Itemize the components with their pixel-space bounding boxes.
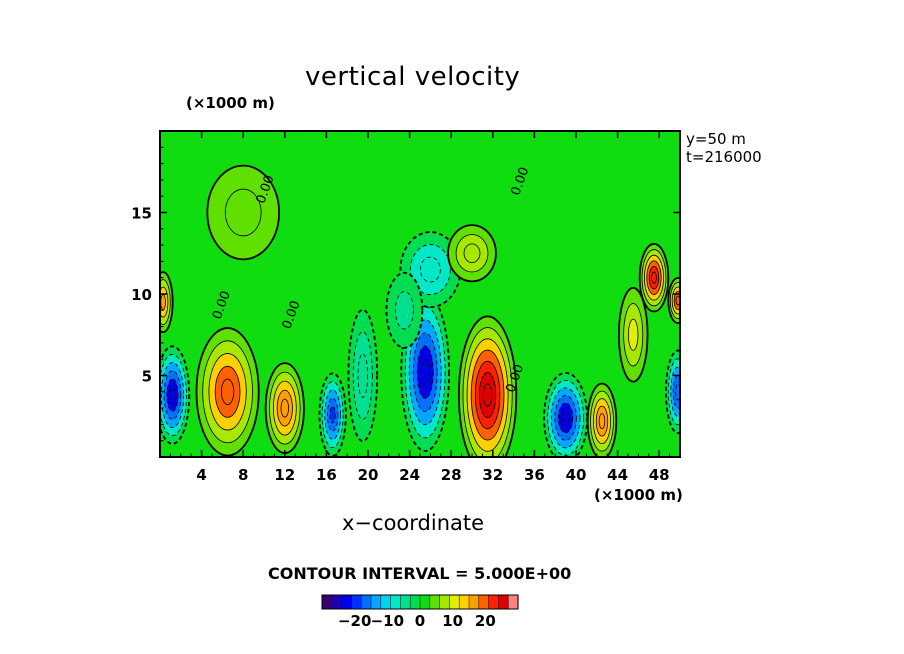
velocity-cell	[195, 327, 260, 457]
colorbar-swatch	[380, 594, 392, 610]
contour-interval-label: CONTOUR INTERVAL = 5.000E+00	[268, 564, 572, 583]
velocity-cell	[617, 286, 649, 383]
colorbar-tick-label: 10	[442, 612, 463, 630]
colorbar-tick-label: −20	[338, 612, 371, 630]
contour-level	[169, 386, 176, 404]
x-tick-label: 8	[238, 466, 248, 484]
colorbar-swatch	[400, 594, 411, 610]
colorbar-swatch	[409, 594, 421, 610]
contour-level	[651, 271, 657, 284]
chart-title: vertical velocity	[305, 62, 521, 92]
x-axis-unit: (×1000 m)	[594, 486, 683, 504]
velocity-cell	[264, 362, 305, 454]
x-tick-label: 32	[482, 466, 503, 484]
info-y-position: y=50 m	[686, 130, 746, 148]
velocity-cell	[447, 224, 497, 283]
colorbar-swatch	[507, 594, 519, 610]
x-tick-label: 20	[358, 466, 379, 484]
velocity-cell	[665, 349, 680, 434]
x-tick-label: 16	[316, 466, 337, 484]
colorbar-swatch	[370, 594, 382, 610]
colorbar-swatch	[360, 594, 372, 610]
colorbar-swatch	[439, 594, 450, 610]
y-tick-label: 5	[142, 368, 152, 386]
field-layer: 0.000.000.000.000.00	[160, 164, 680, 457]
contour-level	[220, 378, 235, 405]
colorbar-swatch	[419, 594, 431, 610]
colorbar-swatch	[321, 594, 333, 610]
colorbar-swatch	[390, 594, 401, 610]
x-tick-label: 36	[524, 466, 545, 484]
contour-level	[357, 353, 368, 398]
colorbar-swatch	[488, 594, 499, 610]
colorbar-tick-label: 20	[475, 612, 496, 630]
velocity-cell	[347, 308, 379, 443]
contour-level	[463, 243, 481, 264]
colorbar-swatch	[458, 594, 470, 610]
contour-level	[224, 188, 262, 237]
velocity-cell	[586, 382, 618, 457]
colorbar-swatch	[351, 594, 362, 610]
x-tick-label: 48	[649, 466, 670, 484]
colorbar-swatch	[498, 594, 509, 610]
contour-level	[329, 405, 336, 424]
velocity-cell	[206, 164, 280, 261]
x-axis-label: x−coordinate	[342, 511, 485, 535]
x-tick-label: 12	[274, 466, 295, 484]
colorbar-swatch	[468, 594, 480, 610]
velocity-cell	[385, 271, 424, 349]
velocity-cell	[543, 372, 589, 457]
colorbar-swatch	[449, 594, 460, 610]
contour-level	[675, 383, 680, 401]
contour-level	[598, 413, 606, 430]
contour-level	[483, 383, 493, 407]
velocity-cell	[458, 315, 518, 457]
x-tick-label: 44	[607, 466, 628, 484]
contour-level	[280, 398, 290, 418]
y-axis-unit: (×1000 m)	[186, 94, 275, 112]
x-tick-label: 40	[566, 466, 587, 484]
contour-level	[395, 291, 414, 330]
velocity-cell	[638, 243, 670, 313]
y-tick-label: 15	[131, 205, 152, 223]
colorbar-swatch	[429, 594, 441, 610]
colorbar-tick-label: 0	[415, 612, 425, 630]
colorbar-tick-label: −10	[371, 612, 404, 630]
contour-level	[420, 256, 441, 283]
velocity-cell	[160, 271, 174, 334]
colorbar-frame	[321, 594, 519, 610]
x-tick-label: 28	[441, 466, 462, 484]
velocity-cell	[318, 372, 347, 457]
contour-level	[160, 294, 166, 311]
colorbar-swatch	[341, 594, 352, 610]
colorbar: −20 −10 0 10 20	[321, 594, 519, 630]
info-time: t=216000	[686, 148, 762, 166]
contour-level	[420, 358, 430, 386]
velocity-cell	[667, 277, 680, 324]
contour-level	[561, 409, 570, 426]
x-tick-label: 4	[196, 466, 206, 484]
colorbar-swatch	[331, 594, 343, 610]
x-tick-label: 24	[399, 466, 420, 484]
colorbar-swatch	[478, 594, 490, 610]
contour-level	[628, 318, 639, 351]
y-tick-label: 10	[131, 286, 152, 304]
